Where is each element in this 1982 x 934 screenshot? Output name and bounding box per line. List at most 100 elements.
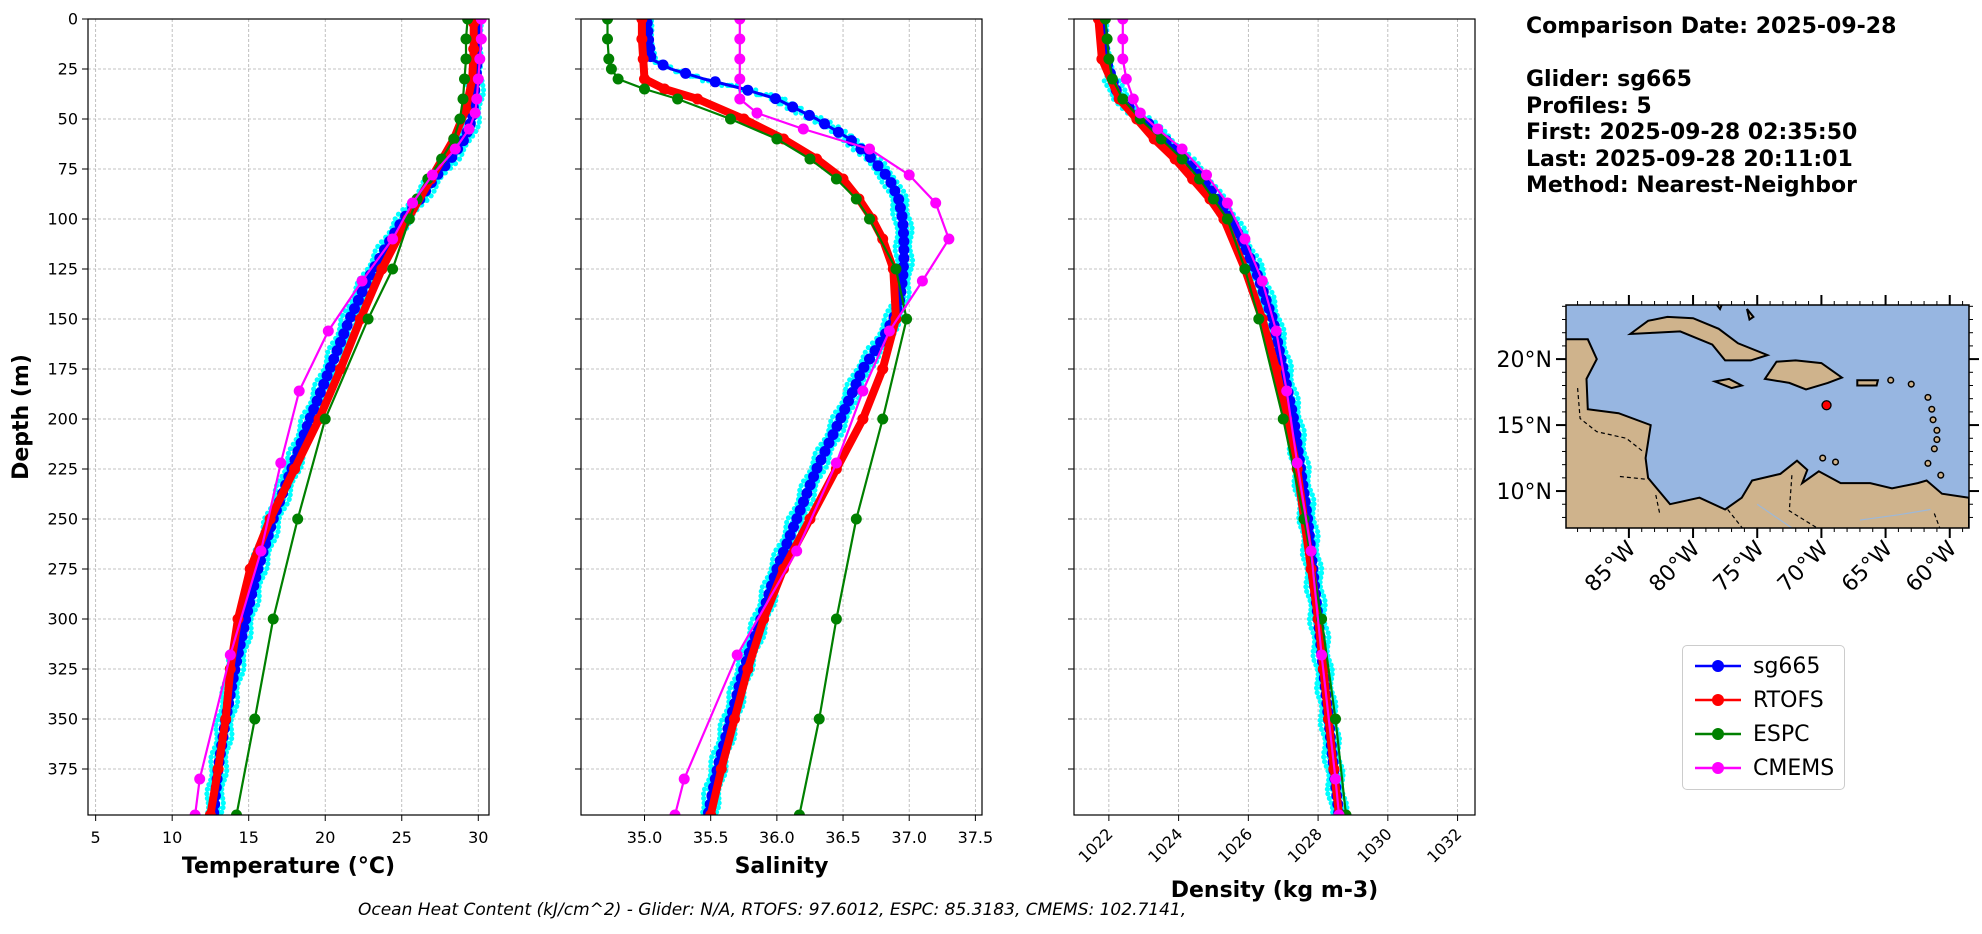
glider-raw-point <box>1316 556 1322 562</box>
glider-location-marker <box>1821 400 1832 411</box>
glider-raw-point <box>1329 671 1335 677</box>
axes-frame <box>87 18 490 816</box>
glider-raw-point <box>1322 607 1328 613</box>
glider-raw-point <box>264 565 270 572</box>
series-point-espc <box>602 33 613 45</box>
series-point-glider <box>894 202 906 214</box>
glider-raw-point <box>237 676 243 682</box>
glider-raw-point <box>281 506 287 512</box>
land-island <box>1819 454 1827 462</box>
series-point-glider <box>897 219 909 231</box>
map-lon-label: 80°W <box>1645 536 1706 597</box>
glider-raw-point <box>811 455 817 461</box>
comparison-info: Comparison Date: 2025-09-28 Glider: sg66… <box>1526 14 1896 200</box>
glider-raw-point <box>204 795 210 802</box>
series-point-rtofs <box>877 363 889 375</box>
glider-raw-point <box>812 450 818 456</box>
series-point-espc <box>448 133 460 145</box>
series-point-cmems <box>1117 19 1129 25</box>
series-point-glider <box>819 445 831 457</box>
series-point-espc <box>1253 313 1265 325</box>
glider-raw-point <box>214 717 220 723</box>
glider-raw-point <box>825 460 831 466</box>
glider-raw-point <box>241 662 247 668</box>
glider-raw-point <box>879 179 885 185</box>
series-point-glider <box>819 118 830 130</box>
series-point-cmems <box>1330 773 1341 785</box>
series-point-glider <box>787 101 799 113</box>
glider-raw-point <box>229 731 235 737</box>
glider-raw-point <box>1305 593 1311 599</box>
land-jamaica <box>1711 377 1745 390</box>
glider-raw-point <box>1316 694 1322 700</box>
y-tick-label: 300 <box>47 610 78 629</box>
glider-raw-point <box>1311 501 1317 507</box>
map-lat-label: 20°N <box>1497 348 1552 373</box>
series-point-cmems <box>407 197 418 209</box>
series-point-rtofs <box>636 19 648 25</box>
series-point-cmems <box>751 107 763 119</box>
glider-name: Glider: sg665 <box>1526 67 1692 92</box>
legend-item-sg665: sg665 <box>1693 651 1820 681</box>
glider-raw-point <box>847 377 853 383</box>
glider-raw-point <box>287 446 293 452</box>
series-point-espc <box>454 113 466 125</box>
series-point-cmems <box>1134 107 1146 119</box>
map-frame <box>1565 304 1970 529</box>
glider-raw-point <box>759 584 766 590</box>
glider-raw-point <box>299 414 305 420</box>
glider-raw-point <box>1315 533 1321 539</box>
land-island <box>1907 380 1915 388</box>
glider-raw-point <box>701 791 707 797</box>
series-point-cmems <box>930 197 942 209</box>
series-point-glider <box>328 353 340 365</box>
glider-raw-point <box>208 763 214 769</box>
glider-raw-point <box>1288 368 1294 374</box>
glider-raw-point <box>234 690 240 696</box>
glider-raw-point <box>842 423 848 429</box>
density-panel: 1022 1024 1026 1028 1030 1032 Density (kg m-3) <box>1068 18 1476 903</box>
glider-raw-point <box>1122 87 1128 93</box>
glider-raw-point <box>1325 639 1331 645</box>
glider-raw-point <box>1119 82 1125 88</box>
glider-raw-point <box>1104 82 1110 88</box>
series-point-glider <box>781 538 793 550</box>
series-point-glider <box>314 387 326 399</box>
glider-raw-point <box>1288 363 1294 369</box>
glider-raw-point <box>1279 322 1285 328</box>
glider-raw-point <box>1260 266 1266 272</box>
glider-raw-point <box>812 119 818 125</box>
series-point-glider <box>742 84 754 96</box>
legend-item-espc: ESPC <box>1693 719 1810 749</box>
glider-raw-point <box>749 616 756 622</box>
series-point-espc <box>1176 153 1188 165</box>
series-point-glider <box>815 454 827 466</box>
glider-raw-point <box>811 492 818 498</box>
series-point-glider <box>893 193 905 205</box>
glider-raw-point <box>223 759 229 765</box>
series-point-espc <box>1106 73 1118 85</box>
series-point-rtofs <box>877 233 889 245</box>
glider-raw-point <box>850 404 856 410</box>
series-point-rtofs <box>742 663 754 675</box>
series-point-espc <box>460 53 472 65</box>
series-point-cmems <box>734 93 746 105</box>
glider-raw-point <box>817 473 824 479</box>
glider-raw-point <box>908 220 914 226</box>
glider-raw-point <box>1326 634 1332 641</box>
series-point-rtofs <box>705 809 717 815</box>
glider-raw-point <box>1322 598 1328 604</box>
series-point-espc <box>813 713 825 725</box>
series-point-espc <box>1103 53 1115 65</box>
glider-raw-point <box>715 805 721 811</box>
glider-raw-point <box>797 487 803 493</box>
series-point-glider <box>896 210 908 222</box>
series-point-glider <box>804 479 816 491</box>
series-point-cmems <box>1152 123 1164 135</box>
legend-swatch-sg665 <box>1695 660 1741 672</box>
glider-raw-point <box>1319 565 1325 572</box>
glider-raw-point <box>1314 690 1320 696</box>
glider-raw-point <box>893 220 899 226</box>
series-point-glider <box>778 546 789 558</box>
legend-item-cmems: CMEMS <box>1693 753 1834 783</box>
